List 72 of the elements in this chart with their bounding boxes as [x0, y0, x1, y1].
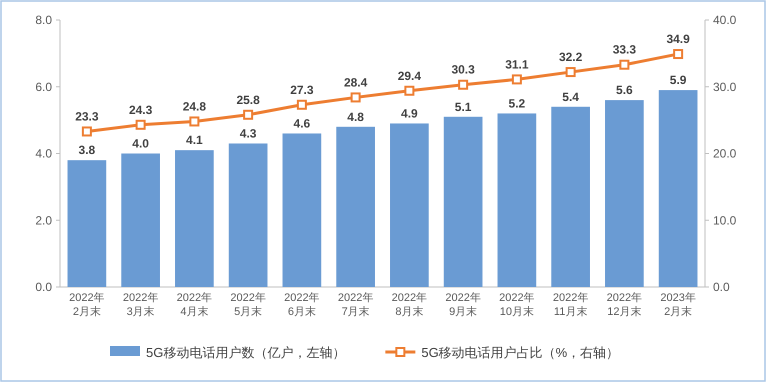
data-label: 5.6 — [616, 83, 634, 98]
x-tick-label: 2022年 7月末 — [338, 292, 374, 318]
y-tick-label: 4.0 — [35, 146, 52, 160]
legend-label: 5G移动电话用户数（亿户，左轴） — [146, 345, 346, 360]
point — [619, 60, 630, 70]
data-label: 4.6 — [294, 116, 311, 130]
data-label: 27.3 — [290, 82, 314, 97]
x-tick-label: 2022年 10月末 — [499, 292, 535, 318]
y-tick-label: 0.0 — [35, 280, 52, 294]
data-label: 5.4 — [562, 90, 580, 104]
data-label: 30.3 — [451, 62, 476, 77]
data-label: 32.2 — [558, 50, 583, 64]
data-label: 23.3 — [75, 109, 99, 124]
point — [404, 86, 414, 96]
legend-label: 5G移动电话用户占比（%，右轴） — [421, 345, 620, 360]
data-label: 24.8 — [182, 99, 206, 114]
x-tick-label: 2022年 6月末 — [284, 292, 320, 318]
point — [350, 92, 361, 102]
data-label: 5.2 — [508, 96, 526, 110]
data-label: 31.1 — [505, 57, 529, 72]
data-label: 3.8 — [78, 143, 96, 158]
bar — [175, 150, 214, 287]
data-label: 24.3 — [128, 102, 153, 117]
bar — [390, 123, 429, 287]
y2-tick-label: 20.0 — [713, 146, 737, 160]
bar — [228, 143, 268, 287]
bar — [498, 113, 536, 287]
bar — [605, 100, 644, 287]
bar — [68, 160, 106, 287]
data-label: 4.1 — [186, 133, 204, 148]
bar — [282, 133, 322, 287]
y-tick-label: 2.0 — [35, 213, 52, 228]
data-label: 4.3 — [240, 126, 257, 140]
point — [566, 67, 576, 78]
bar — [551, 106, 590, 287]
x-tick-label: 2022年 4月末 — [176, 292, 212, 318]
point — [458, 80, 468, 90]
y-tick-label: 8.0 — [35, 13, 52, 27]
x-tick-label: 2022年 2月末 — [69, 292, 105, 318]
y2-tick-label: 40.0 — [713, 13, 737, 27]
point — [243, 110, 254, 120]
y-tick-label: 6.0 — [35, 80, 52, 94]
data-label: 4.0 — [132, 136, 150, 150]
x-tick-label: 2022年 9月末 — [445, 292, 481, 318]
point — [189, 116, 200, 126]
data-label: 33.3 — [612, 42, 636, 57]
data-label: 29.4 — [398, 68, 422, 83]
bar — [444, 116, 482, 287]
point — [136, 120, 146, 130]
y2-tick-label: 30.0 — [713, 80, 737, 94]
data-label: 25.8 — [236, 92, 260, 107]
x-tick-label: 2022年 11月末 — [552, 292, 588, 318]
point — [512, 74, 522, 84]
y2-tick-label: 0.0 — [713, 280, 730, 294]
x-tick-label: 2022年 12月末 — [606, 292, 642, 318]
x-tick-label: 2022年 8月末 — [392, 292, 428, 318]
bar — [121, 154, 160, 287]
x-tick-label: 2023年 2月末 — [660, 292, 696, 318]
point — [673, 49, 684, 60]
data-label: 4.8 — [347, 110, 364, 124]
data-label: 5.1 — [454, 100, 472, 114]
data-label: 5.9 — [670, 73, 687, 88]
bar — [336, 126, 375, 287]
point — [82, 126, 92, 136]
data-label: 4.9 — [401, 106, 418, 120]
point — [296, 100, 307, 110]
data-label: 28.4 — [344, 75, 368, 90]
data-label: 34.9 — [666, 32, 690, 46]
x-tick-label: 2022年 3月末 — [122, 292, 158, 318]
y2-tick-label: 10.0 — [713, 213, 737, 228]
x-tick-label: 2022年 5月末 — [230, 292, 266, 318]
bar — [658, 90, 698, 287]
